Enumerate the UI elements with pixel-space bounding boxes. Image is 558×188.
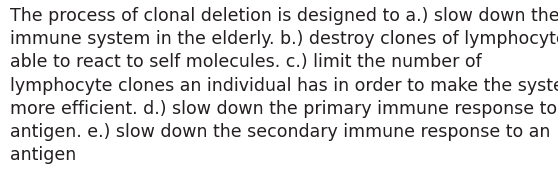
Text: The process of clonal deletion is designed to a.) slow down the
immune system in: The process of clonal deletion is design… bbox=[10, 7, 558, 164]
